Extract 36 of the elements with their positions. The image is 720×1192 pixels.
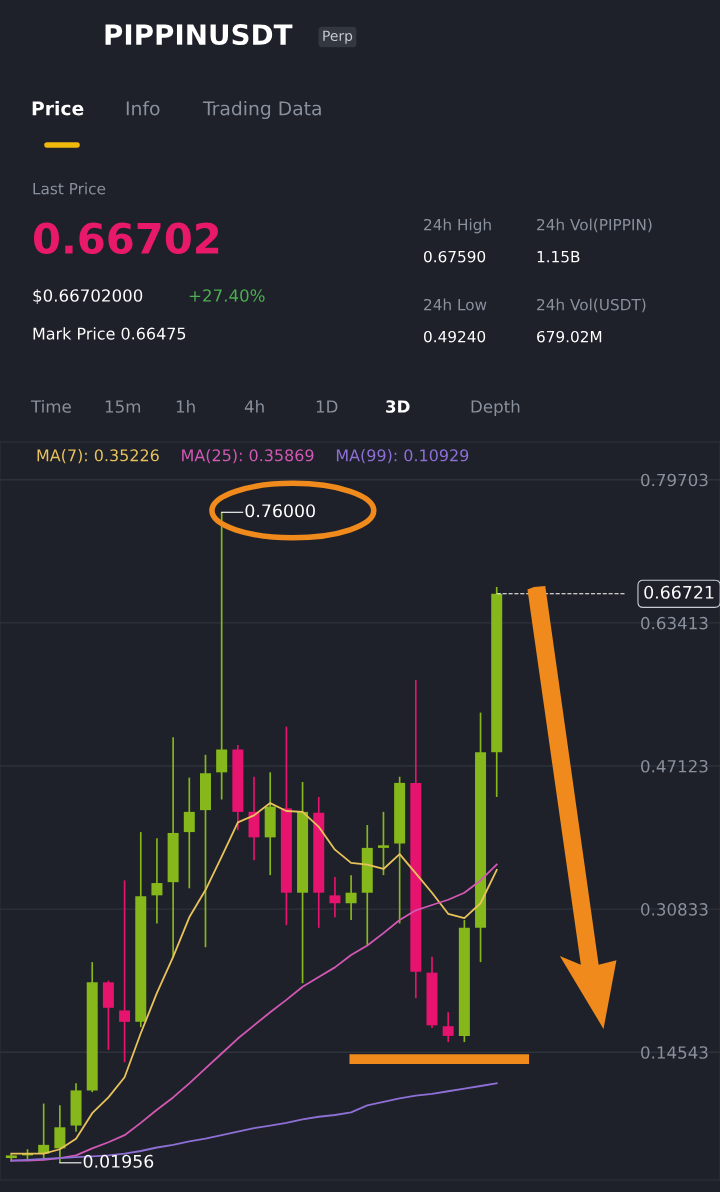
y-tick-label: 0.63413 [641,616,708,630]
text: Mark Price 0.66475 [33,327,186,340]
y-tick-label: 0.47123 [641,759,708,773]
text: 4h [244,399,264,413]
text: 0.66702 [33,222,219,255]
text: 0.67590 [424,250,486,263]
text: $0.66702000 [33,288,143,305]
y-tick-label: 0.30833 [641,903,708,916]
text: MA(99): 0.10929 [336,449,469,464]
text: 24h Low [424,298,487,311]
text: Perp [323,30,353,44]
text: Last Price [33,182,106,195]
text: 24h Vol(USDT) [537,298,646,313]
text: Depth [471,399,520,417]
text: Price [32,100,84,116]
y-tick-label: 0.79703 [641,473,708,487]
ref-line-label: 0.66721 [644,585,714,599]
text: MA(7): 0.35226 [37,449,159,464]
text: +27.40% [189,289,265,302]
text: Trading Data [202,100,321,120]
text: 1D [316,400,338,413]
text: 679.02M [537,330,602,343]
text: 1.15B [537,251,580,263]
annotation: 0.01956 [83,1154,154,1168]
annotation: 0.76000 [245,504,315,518]
text: 24h High [424,218,491,234]
text: MA(25): 0.35869 [182,449,314,464]
text: 1h [176,399,195,413]
text: Info [126,100,160,116]
y-tick-label: 0.14543 [641,1046,708,1059]
text: 3D [386,400,410,413]
text: Time [30,399,71,413]
text: PIPPINUSDT [105,24,293,46]
text: 24h Vol(PIPPIN) [537,218,652,233]
text: 0.49240 [424,330,486,343]
text: 15m [105,400,141,413]
